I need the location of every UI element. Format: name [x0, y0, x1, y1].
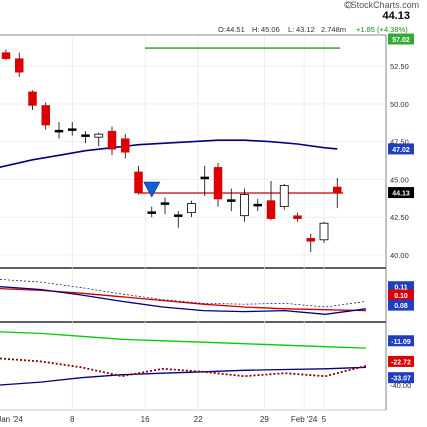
candle-body — [227, 199, 236, 202]
candle-body — [68, 128, 77, 131]
brand-label: ©StockCharts.com — [344, 0, 419, 10]
stockcharts-logo: ©StockCharts.com — [344, 0, 419, 10]
high-label: H: — [252, 25, 260, 34]
candle-body — [54, 129, 64, 133]
price-tag-label: 57.02 — [392, 37, 410, 44]
y-tick-label: -40.00 — [390, 381, 411, 390]
price-tag-label: 47.02 — [392, 147, 410, 154]
x-tick-label: Feb '24 — [291, 415, 318, 424]
indicator-panel-1 — [0, 279, 367, 315]
candle-body — [279, 185, 289, 208]
candle-body — [94, 133, 104, 138]
price-tag-box — [388, 289, 414, 301]
candle-body — [200, 176, 209, 180]
indicator-1-band-line — [0, 279, 367, 308]
price-tag-box — [388, 143, 414, 155]
candle-body — [253, 203, 262, 207]
price-tag-box — [388, 372, 414, 384]
candle-body — [240, 194, 249, 217]
price-tag-box — [388, 355, 414, 367]
price-tag-label: -33.07 — [391, 376, 411, 383]
price-tag-label: 0.10 — [394, 293, 408, 300]
indicator-1-series-line — [0, 286, 367, 315]
axis-labels: Jan '24 8 16 22 29 Feb '24 5 52.50 50.00 47.50 45.… — [0, 33, 414, 424]
indicator-2-series-line — [0, 357, 367, 378]
x-tick-label: 16 — [141, 415, 150, 424]
candle-body — [266, 200, 276, 219]
panel-frames — [0, 34, 387, 411]
price-tag-label: 44.13 — [392, 191, 410, 198]
price-tag-label: 0.11 — [394, 285, 407, 292]
candle-body — [1, 52, 11, 59]
candle-body — [15, 58, 24, 73]
candle-body — [187, 203, 196, 214]
price-tag-box — [388, 299, 414, 311]
candle-body — [293, 215, 302, 219]
indicator-2-series-line — [0, 366, 367, 386]
x-tick-label: 29 — [260, 415, 269, 424]
price-tag-box — [388, 33, 414, 45]
price-tag-box — [388, 335, 414, 347]
volume-value: 2.748m — [321, 25, 346, 34]
candle-body — [28, 91, 37, 106]
change-value: +1.85 (+4.38%) — [356, 25, 408, 34]
indicator-2-series-line — [0, 331, 367, 349]
candle-body — [160, 202, 170, 205]
candle-body — [174, 214, 183, 217]
price-tag-box — [388, 281, 414, 293]
candle-body — [319, 222, 329, 241]
low-label: L: — [288, 25, 294, 34]
candle-body — [41, 105, 50, 126]
candle-body — [134, 171, 143, 194]
chart-header: ©StockCharts.com 44.13 O: 44.51 H: 45.06… — [218, 0, 419, 34]
candle-body — [333, 186, 342, 194]
x-tick-label: Jan '24 — [0, 415, 23, 424]
candle-body — [81, 134, 90, 137]
price-panel — [0, 47, 344, 252]
signal-triangle-icon — [143, 181, 161, 198]
low-value: 43.12 — [296, 25, 315, 34]
y-tick-label: 47.50 — [390, 138, 409, 147]
y-tick-label: 40.00 — [390, 251, 409, 260]
y-tick-label: 45.00 — [390, 175, 409, 184]
high-value: 45.06 — [261, 25, 280, 34]
last-price-label: 44.13 — [382, 10, 410, 22]
candle-body — [213, 167, 223, 200]
y-tick-label: 52.50 — [390, 62, 409, 71]
price-tag-label: -11.09 — [391, 339, 411, 346]
candle-body — [121, 138, 130, 153]
grid-layer — [0, 36, 386, 410]
y-tick-label: 42.50 — [390, 213, 409, 222]
open-label: O: — [218, 25, 226, 34]
price-tag-box — [388, 187, 414, 199]
indicator-panel-2 — [0, 331, 367, 386]
open-value: 44.51 — [226, 25, 245, 34]
x-tick-label: 8 — [70, 415, 75, 424]
candle-body — [147, 211, 156, 214]
price-tag-label: -22.72 — [391, 359, 411, 366]
x-tick-label: 5 — [322, 415, 327, 424]
moving-average-line — [0, 139, 338, 171]
candle-body — [306, 238, 315, 242]
candle-body — [107, 130, 117, 150]
x-tick-label: 22 — [194, 415, 203, 424]
price-tag-label: 0.08 — [394, 303, 408, 310]
y-tick-label: 50.00 — [390, 100, 409, 109]
